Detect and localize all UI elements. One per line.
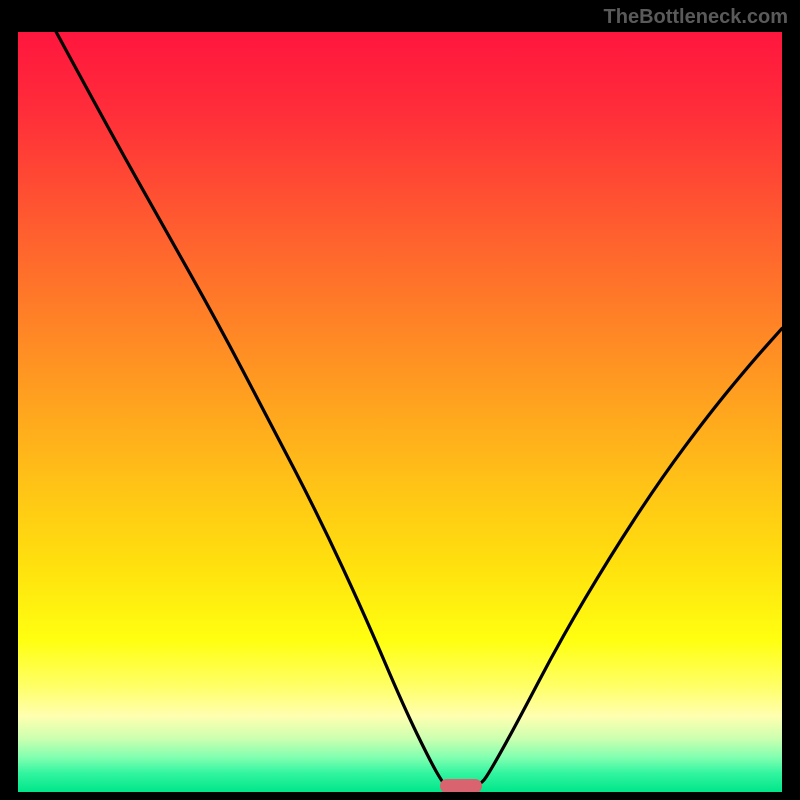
chart-plot-area <box>18 32 782 792</box>
chart-curve <box>18 32 782 792</box>
chart-marker-pill <box>440 779 482 792</box>
watermark-text: TheBottleneck.com <box>604 6 788 29</box>
